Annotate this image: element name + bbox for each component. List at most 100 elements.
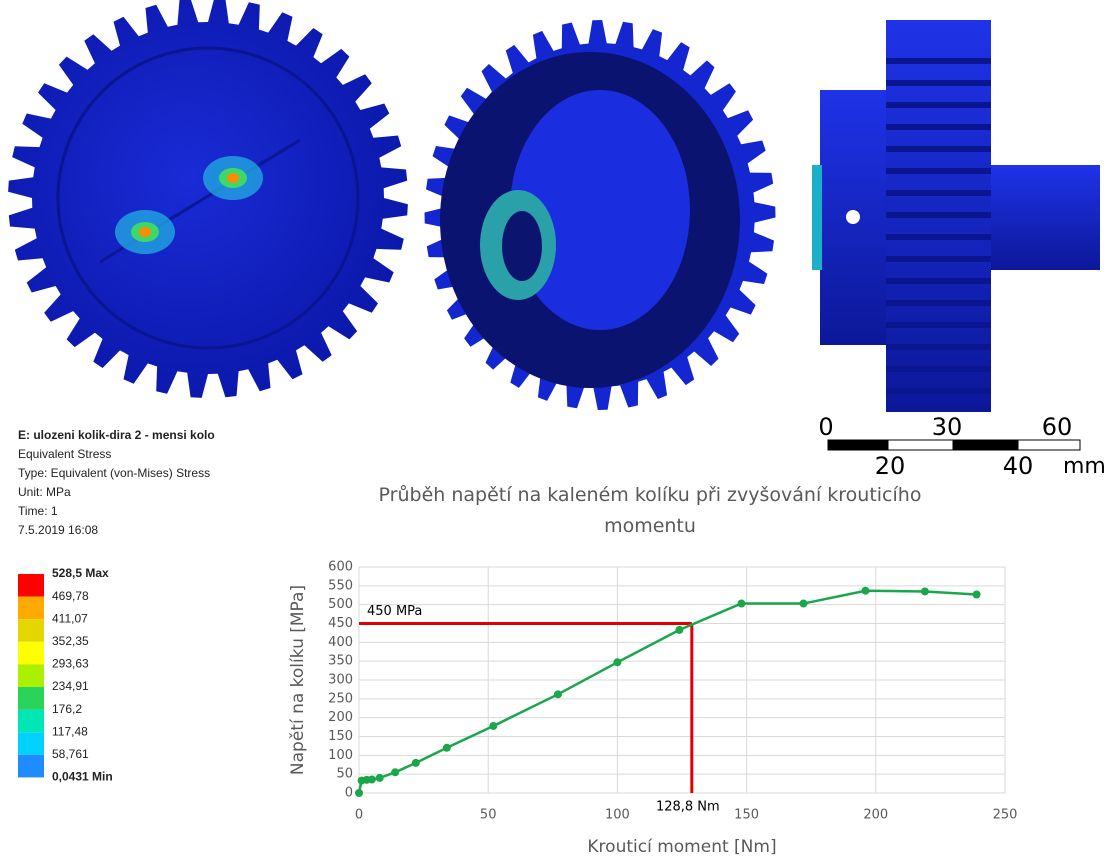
tooth-gap <box>886 124 991 130</box>
tooth-gap <box>886 212 991 218</box>
tooth-gap <box>886 102 991 108</box>
data-point <box>613 658 621 666</box>
data-point <box>355 789 363 797</box>
hub-right <box>990 165 1100 270</box>
x-tick-label: 50 <box>480 808 497 823</box>
fea-renders <box>8 0 1100 412</box>
x-tick-label: 250 <box>993 808 1018 823</box>
tooth-gap <box>886 278 991 284</box>
data-point <box>973 590 981 598</box>
x-axis-label: Krouticí moment [Nm] <box>587 837 776 857</box>
data-point <box>376 774 384 782</box>
legend-label: 58,761 <box>52 747 89 761</box>
data-point <box>489 722 497 730</box>
y-tick-label: 0 <box>345 786 353 801</box>
pin-hole <box>846 210 860 224</box>
legend-label: 411,07 <box>52 611 88 625</box>
legend-label: 352,35 <box>52 634 89 648</box>
legend-swatch <box>18 755 44 778</box>
tooth-gap <box>886 234 991 240</box>
data-point <box>861 587 869 595</box>
legend-swatch <box>18 732 44 755</box>
tooth-gap <box>886 366 991 372</box>
tooth-gap <box>886 256 991 262</box>
data-point <box>554 690 562 698</box>
hub-sleeve <box>812 165 822 270</box>
tooth-gap <box>886 168 991 174</box>
annotation: 128,8 Nm <box>656 800 720 815</box>
tooth-gap <box>886 300 991 306</box>
scale-segment <box>953 440 1018 450</box>
tooth-gap <box>886 58 991 64</box>
y-tick-label: 500 <box>328 597 353 612</box>
tooth-gap <box>886 388 991 394</box>
y-tick-label: 350 <box>328 654 353 669</box>
y-tick-label: 550 <box>328 578 353 593</box>
tooth-gap <box>886 80 991 86</box>
legend-swatch <box>18 710 44 733</box>
x-tick-label: 150 <box>734 808 759 823</box>
y-tick-label: 450 <box>328 616 353 631</box>
y-tick-label: 300 <box>328 673 353 688</box>
data-point <box>921 587 929 595</box>
y-tick-label: 600 <box>328 560 353 575</box>
legend-label: 117,48 <box>52 724 88 738</box>
scale-segment <box>888 440 953 450</box>
legend-swatch <box>18 642 44 665</box>
annotation: 450 MPa <box>367 604 422 619</box>
x-tick-label: 100 <box>605 808 630 823</box>
y-tick-label: 150 <box>328 729 353 744</box>
y-tick-label: 200 <box>328 710 353 725</box>
y-tick-label: 400 <box>328 635 353 650</box>
tooth-gap <box>886 322 991 328</box>
figure: E: ulozeni kolik-dira 2 - mensi kolo Equ… <box>0 0 1117 859</box>
legend-label: 469,78 <box>52 589 89 603</box>
page: E: ulozeni kolik-dira 2 - mensi kolo Equ… <box>0 0 1117 859</box>
data-line <box>359 591 977 793</box>
data-point <box>675 626 683 634</box>
info-line: Type: Equivalent (von-Mises) Stress <box>18 466 210 480</box>
stress-zone <box>227 173 239 183</box>
scale-segment <box>1018 440 1080 450</box>
y-tick-label: 50 <box>336 767 353 782</box>
tooth-gap <box>886 146 991 152</box>
gear-bore <box>502 211 542 281</box>
info-line: Equivalent Stress <box>18 447 111 461</box>
scale-label: 20 <box>875 452 906 480</box>
legend-label: 293,63 <box>52 657 89 671</box>
scale-unit: mm <box>1063 454 1106 479</box>
x-tick-label: 200 <box>863 808 888 823</box>
data-point <box>737 600 745 608</box>
legend-label: 0,0431 Min <box>52 770 113 784</box>
y-tick-label: 100 <box>328 748 353 763</box>
legend-label: 528,5 Max <box>52 566 109 580</box>
scale-label: 30 <box>932 413 963 441</box>
scale-label: 40 <box>1003 452 1034 480</box>
info-line: 7.5.2019 16:08 <box>18 523 98 537</box>
info-line: Unit: MPa <box>18 485 71 499</box>
data-point <box>391 768 399 776</box>
scale-label: 60 <box>1042 413 1073 441</box>
x-tick-label: 0 <box>355 808 363 823</box>
legend-swatch <box>18 619 44 642</box>
tooth-gap <box>886 344 991 350</box>
y-tick-label: 250 <box>328 691 353 706</box>
legend-swatch <box>18 664 44 687</box>
stress-zone <box>139 227 151 237</box>
legend-label: 176,2 <box>52 702 82 716</box>
gear-front <box>8 0 408 398</box>
data-point <box>368 775 376 783</box>
scale-segment <box>828 440 888 450</box>
data-point <box>412 759 420 767</box>
info-line: Time: 1 <box>18 504 58 518</box>
legend-swatch <box>18 597 44 620</box>
legend-swatch <box>18 574 44 597</box>
legend-label: 234,91 <box>52 679 89 693</box>
y-axis-label: Napětí na kolíku [MPa] <box>288 585 308 775</box>
chart-title: Průběh napětí na kaleném kolíku při zvyš… <box>360 480 940 542</box>
legend-swatch <box>18 687 44 710</box>
data-point <box>799 600 807 608</box>
info-title: E: ulozeni kolik-dira 2 - mensi kolo <box>18 428 215 442</box>
data-point <box>443 744 451 752</box>
scale-label: 0 <box>818 413 833 441</box>
